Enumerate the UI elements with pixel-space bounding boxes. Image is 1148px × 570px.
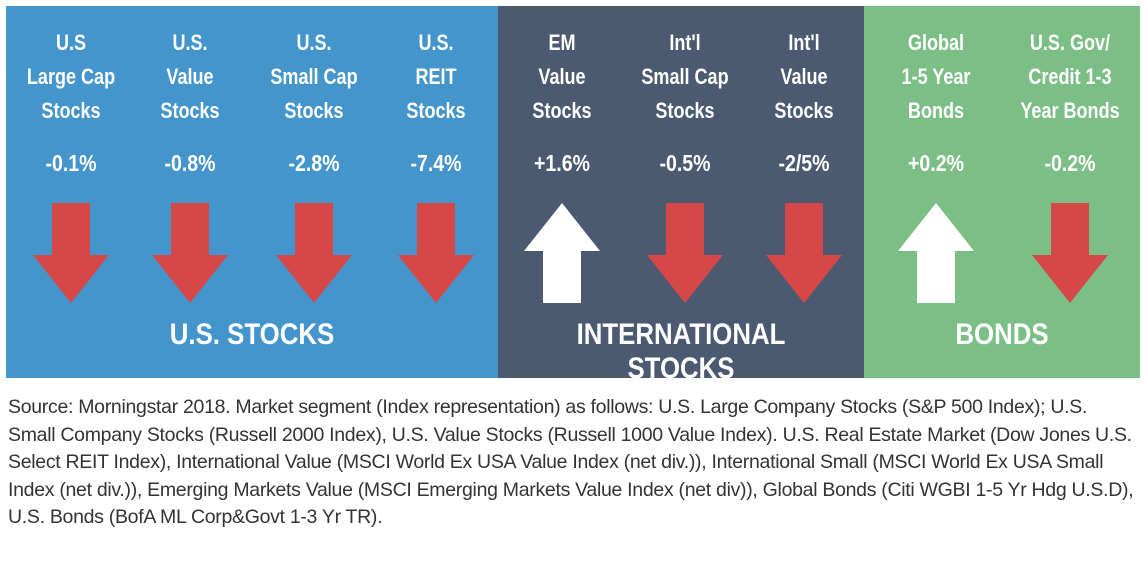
us-stocks-panel: U.S Large Cap Stocks -0.1% U.S. Value St… — [6, 6, 498, 378]
column-label: U.S. Small Cap Stocks — [270, 30, 358, 123]
bonds-panel: Global 1-5 Year Bonds +0.2% U.S. Gov/ Cr… — [864, 6, 1140, 378]
change-value: -2/5% — [778, 150, 830, 176]
down-arrow-icon — [647, 203, 723, 303]
column-label: Int'l Value Stocks — [774, 30, 834, 123]
intl-value-column: Int'l Value Stocks -2/5% — [746, 6, 862, 306]
change-value: +1.6% — [534, 150, 590, 176]
down-arrow-icon — [33, 203, 109, 303]
change-value: +0.2% — [908, 150, 964, 176]
up-arrow-icon — [524, 203, 600, 303]
em-value-column: EM Value Stocks +1.6% — [502, 6, 622, 306]
change-value: -7.4% — [410, 150, 462, 176]
section-title: INTERNATIONAL STOCKS — [576, 318, 786, 385]
down-arrow-icon — [276, 203, 352, 303]
change-value: -0.8% — [164, 150, 216, 176]
column-label: U.S. Value Stocks — [160, 30, 220, 123]
us-small-cap-column: U.S. Small Cap Stocks -2.8% — [252, 6, 376, 306]
up-arrow-icon — [898, 203, 974, 303]
column-label: U.S Large Cap Stocks — [26, 30, 116, 123]
us-value-column: U.S. Value Stocks -0.8% — [130, 6, 250, 306]
us-large-cap-column: U.S Large Cap Stocks -0.1% — [12, 6, 130, 306]
change-value: -0.2% — [1044, 150, 1096, 176]
us-reit-column: U.S. REIT Stocks -7.4% — [376, 6, 496, 306]
change-value: -0.5% — [659, 150, 711, 176]
section-title: BONDS — [955, 318, 1049, 351]
down-arrow-icon — [152, 203, 228, 303]
down-arrow-icon — [398, 203, 474, 303]
column-label: Int'l Small Cap Stocks — [641, 30, 729, 123]
intl-small-cap-column: Int'l Small Cap Stocks -0.5% — [624, 6, 746, 306]
down-arrow-icon — [1032, 203, 1108, 303]
change-value: -0.1% — [45, 150, 97, 176]
us-gov-credit-bonds-column: U.S. Gov/ Credit 1-3 Year Bonds -0.2% — [1004, 6, 1136, 306]
column-label: U.S. Gov/ Credit 1-3 Year Bonds — [1020, 30, 1120, 123]
column-label: Global 1-5 Year Bonds — [901, 30, 971, 123]
column-label: U.S. REIT Stocks — [406, 30, 466, 123]
source-note: Source: Morningstar 2018. Market segment… — [8, 396, 1134, 528]
down-arrow-icon — [766, 203, 842, 303]
change-value: -2.8% — [288, 150, 340, 176]
global-bonds-column: Global 1-5 Year Bonds +0.2% — [872, 6, 1000, 306]
performance-panels: U.S Large Cap Stocks -0.1% U.S. Value St… — [6, 6, 1140, 385]
section-title: U.S. STOCKS — [169, 318, 335, 351]
column-label: EM Value Stocks — [532, 30, 592, 123]
international-stocks-panel: EM Value Stocks +1.6% Int'l Small Cap St… — [498, 6, 864, 385]
